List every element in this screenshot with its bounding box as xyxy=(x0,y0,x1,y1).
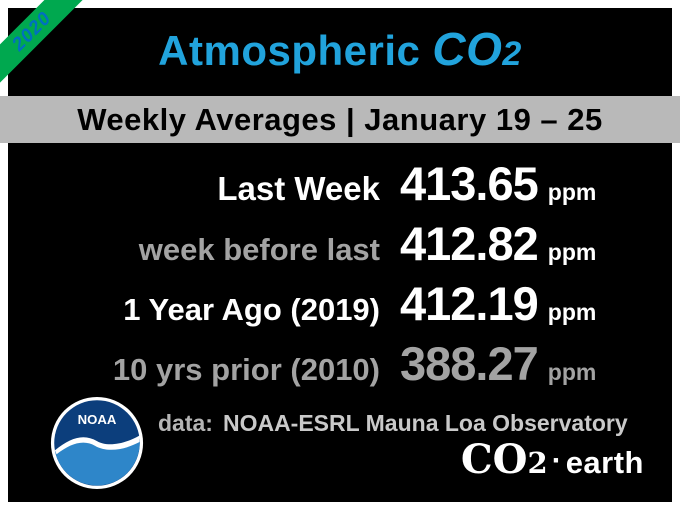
noaa-logo-sea xyxy=(54,438,140,486)
noaa-logo: NOAA xyxy=(50,396,144,490)
readings-list: Last Week 413.65 ppm week before last 41… xyxy=(8,150,672,390)
title-prefix: Atmospheric xyxy=(158,27,421,74)
subtitle-text: Weekly Averages | January 19 – 25 xyxy=(77,101,603,137)
reading-row: 10 yrs prior (2010) 388.27 ppm xyxy=(8,330,672,390)
brand-dot-icon: · xyxy=(551,444,562,477)
data-source: data: NOAA-ESRL Mauna Loa Observatory xyxy=(158,410,628,437)
page-title: Atmospheric CO2 xyxy=(0,22,680,76)
reading-value: 413.65 ppm xyxy=(400,160,596,207)
noaa-logo-text: NOAA xyxy=(78,412,117,427)
reading-number: 413.65 xyxy=(400,157,539,210)
subtitle-bar: Weekly Averages | January 19 – 25 xyxy=(0,96,680,143)
reading-value: 388.27 ppm xyxy=(400,340,596,387)
noaa-logo-gull xyxy=(54,435,140,455)
reading-row: week before last 412.82 ppm xyxy=(8,210,672,270)
brand-two: 2 xyxy=(527,446,548,480)
reading-unit: ppm xyxy=(547,299,597,325)
reading-unit: ppm xyxy=(547,179,597,205)
co2-earth-logo: CO 2 · earth xyxy=(461,440,644,481)
reading-row: Last Week 413.65 ppm xyxy=(8,150,672,210)
reading-label: 1 Year Ago (2019) xyxy=(123,292,380,327)
brand-earth: earth xyxy=(565,445,644,480)
reading-number: 388.27 xyxy=(400,337,539,390)
data-source-text: NOAA-ESRL Mauna Loa Observatory xyxy=(222,410,628,436)
reading-row: 1 Year Ago (2019) 412.19 ppm xyxy=(8,270,672,330)
reading-value: 412.82 ppm xyxy=(400,220,596,267)
reading-label: Last Week xyxy=(217,170,380,207)
brand-co: CO xyxy=(460,436,528,483)
reading-unit: ppm xyxy=(547,239,597,265)
reading-number: 412.82 xyxy=(400,217,539,270)
reading-number: 412.19 xyxy=(400,277,539,330)
co2-wordmark: CO2 xyxy=(432,23,522,75)
co2-wordmark-two: 2 xyxy=(502,35,522,73)
data-source-label: data: xyxy=(158,410,213,436)
reading-value: 412.19 ppm xyxy=(400,280,596,327)
co2-wordmark-co: CO xyxy=(432,23,503,75)
reading-label: 10 yrs prior (2010) xyxy=(112,352,380,387)
reading-label: week before last xyxy=(138,232,380,267)
reading-unit: ppm xyxy=(547,359,597,385)
